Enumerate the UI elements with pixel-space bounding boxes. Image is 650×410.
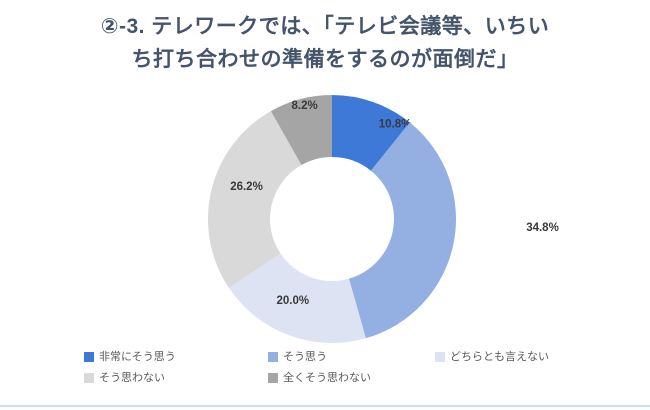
chart-legend: 非常にそう思う そう思う どちらとも言えない そう思わない 全くそう思わない [84,350,650,385]
data-label-3: 26.2% [230,181,263,193]
donut-slice-4 [270,95,332,166]
legend-item-agree: そう思う [268,350,435,364]
legend-item-disagree: そう思わない [84,371,268,385]
chart-title-line2: ち打ち合わせの準備をするのが面倒だ」 [131,48,519,71]
legend-item-strongly-disagree: 全くそう思わない [268,371,435,385]
legend-marker [84,352,94,362]
chart-title: ②-3. テレワークでは、「テレビ会議等、いちい ち打ち合わせの準備をするのが面… [0,0,650,76]
legend-item-strongly-agree: 非常にそう思う [84,350,268,364]
legend-label: 非常にそう思う [99,351,176,363]
legend-label: どちらとも言えない [450,351,549,363]
legend-label: 全くそう思わない [283,372,371,384]
legend-marker [84,373,94,383]
data-label-4: 8.2% [291,100,317,112]
legend-marker [268,373,278,383]
data-label-2: 20.0% [276,295,309,307]
donut-slice-1 [348,122,456,339]
legend-label: そう思わない [99,372,165,384]
chart-title-line1: ②-3. テレワークでは、「テレビ会議等、いちい [100,15,550,38]
donut-slice-0 [332,95,410,171]
donut-slice-2 [229,253,366,343]
donut-chart: 10.8% 34.8% 20.0% 26.2% 8.2% [208,95,559,343]
bottom-divider [0,405,650,407]
legend-label: そう思う [283,351,327,363]
data-label-0: 10.8% [379,119,412,131]
legend-marker [435,352,445,362]
donut-slice-3 [208,111,302,289]
data-label-1: 34.8% [526,222,559,234]
legend-item-neutral: どちらとも言えない [435,350,650,364]
legend-marker [268,352,278,362]
